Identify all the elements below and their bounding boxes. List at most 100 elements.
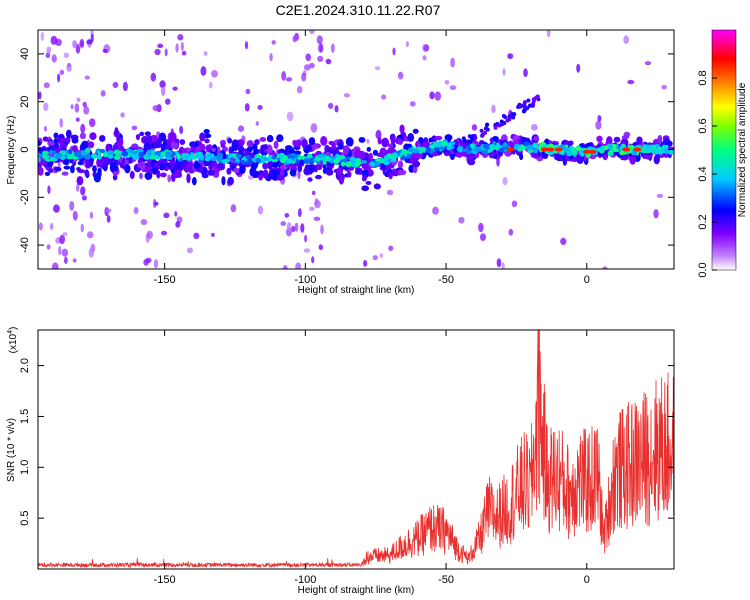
heatmap-speckle <box>211 232 215 237</box>
y-tick-label: -40 <box>19 237 31 253</box>
heatmap-cell <box>130 144 139 149</box>
x-tick-label: -100 <box>294 274 316 286</box>
heatmap-speckle <box>386 189 394 196</box>
heatmap-cell <box>325 169 334 176</box>
heatmap-cell <box>81 140 89 149</box>
heatmap-speckle <box>72 210 78 221</box>
heatmap-speckle <box>530 123 538 131</box>
heatmap-speckle <box>327 102 334 109</box>
snr-panel: -150 -100 -50 0 0.5 1.0 1.5 2.0 Height of stra… <box>6 327 675 596</box>
heatmap-speckle <box>80 186 86 196</box>
heatmap-cell <box>179 139 186 145</box>
heatmap-speckle <box>501 262 505 269</box>
y-tick-label: 1.0 <box>19 460 31 475</box>
heatmap-cell <box>226 167 232 175</box>
heatmap-speckle <box>83 105 90 115</box>
heatmap-speckle <box>444 79 450 85</box>
heatmap-speckle <box>627 79 635 85</box>
heatmap-speckle <box>200 66 207 76</box>
heatmap-speckle <box>280 221 287 226</box>
heatmap-speckle <box>303 64 311 71</box>
heatmap-peak <box>271 155 277 160</box>
heatmap-peak <box>306 153 313 159</box>
heatmap-cell <box>397 160 404 169</box>
heatmap-cell <box>381 149 388 154</box>
heatmap-speckle <box>43 82 50 89</box>
heatmap-speckle <box>59 234 66 245</box>
heatmap-hotspot <box>633 147 642 152</box>
heatmap-speckle <box>308 30 316 35</box>
heatmap-speckle <box>449 85 457 91</box>
heatmap-peak <box>608 143 613 150</box>
heatmap-peak <box>154 150 162 156</box>
heatmap-peak <box>77 154 84 160</box>
heatmap-branch <box>497 123 502 128</box>
heatmap-branch <box>503 115 508 120</box>
heatmap-peak <box>407 147 414 153</box>
heatmap-peak <box>293 153 299 159</box>
heatmap-cell <box>259 137 267 142</box>
heatmap-speckle <box>313 216 321 221</box>
snr-plot-area <box>38 330 674 569</box>
heatmap-peak <box>532 148 539 154</box>
heatmap-peak <box>642 145 647 151</box>
heatmap-speckle <box>104 208 112 213</box>
heatmap-branch <box>522 104 527 109</box>
heatmap-cell <box>211 147 217 153</box>
heatmap-speckle <box>286 111 294 122</box>
heatmap-peak <box>319 156 324 161</box>
heatmap-peak <box>391 152 398 158</box>
heatmap-cell <box>109 162 116 173</box>
heatmap-speckle <box>160 230 168 236</box>
heatmap-peak <box>254 153 262 159</box>
heatmap-cell <box>269 172 277 180</box>
heatmap-peak <box>68 149 73 155</box>
heatmap-cell <box>308 163 316 173</box>
heatmap-peak <box>499 147 505 153</box>
heatmap-branch <box>507 117 512 122</box>
heatmap-cell <box>576 154 584 165</box>
heatmap-cell <box>532 151 539 159</box>
heatmap-peak <box>345 162 352 168</box>
heatmap-cell <box>194 146 202 154</box>
heatmap-peak <box>48 149 54 155</box>
heatmap-speckle <box>311 256 315 264</box>
heatmap-cell <box>168 132 177 142</box>
heatmap-cell <box>368 152 374 161</box>
heatmap-peak <box>138 151 144 158</box>
heatmap-cell <box>390 135 396 145</box>
heatmap-speckle <box>432 206 439 215</box>
heatmap-peak <box>437 141 442 148</box>
heatmap-speckle <box>546 30 551 38</box>
heatmap-speckle <box>59 69 65 75</box>
heatmap-speckle <box>560 237 567 245</box>
heatmap-speckle <box>491 104 496 114</box>
heatmap-branch <box>479 128 484 133</box>
heatmap-speckle <box>319 43 323 53</box>
heatmap-speckle <box>49 222 54 230</box>
heatmap-speckle <box>209 81 213 89</box>
heatmap-speckle <box>269 53 273 62</box>
heatmap-speckle <box>150 72 157 82</box>
heatmap-speckle <box>106 215 111 223</box>
heatmap-peak <box>84 154 91 160</box>
heatmap-speckle <box>320 224 324 235</box>
heatmap-peak <box>649 144 654 151</box>
heatmap-cell <box>295 139 302 147</box>
heatmap-speckle <box>237 125 245 132</box>
heatmap-cell <box>254 139 260 146</box>
heatmap-cell <box>399 124 405 134</box>
heatmap-peak <box>489 143 496 150</box>
heatmap-branch <box>483 130 488 135</box>
heatmap-cell <box>193 161 200 170</box>
heatmap-speckle <box>102 48 108 53</box>
heatmap-branch <box>521 109 526 114</box>
heatmap-peak <box>132 154 139 161</box>
heatmap-speckle <box>53 204 60 213</box>
heatmap-cell <box>58 137 65 147</box>
heatmap-cell <box>304 145 313 152</box>
heatmap-cell <box>203 128 210 134</box>
heatmap-speckle <box>90 33 94 43</box>
heatmap-speckle <box>72 40 78 49</box>
heatmap-cell <box>297 165 303 173</box>
